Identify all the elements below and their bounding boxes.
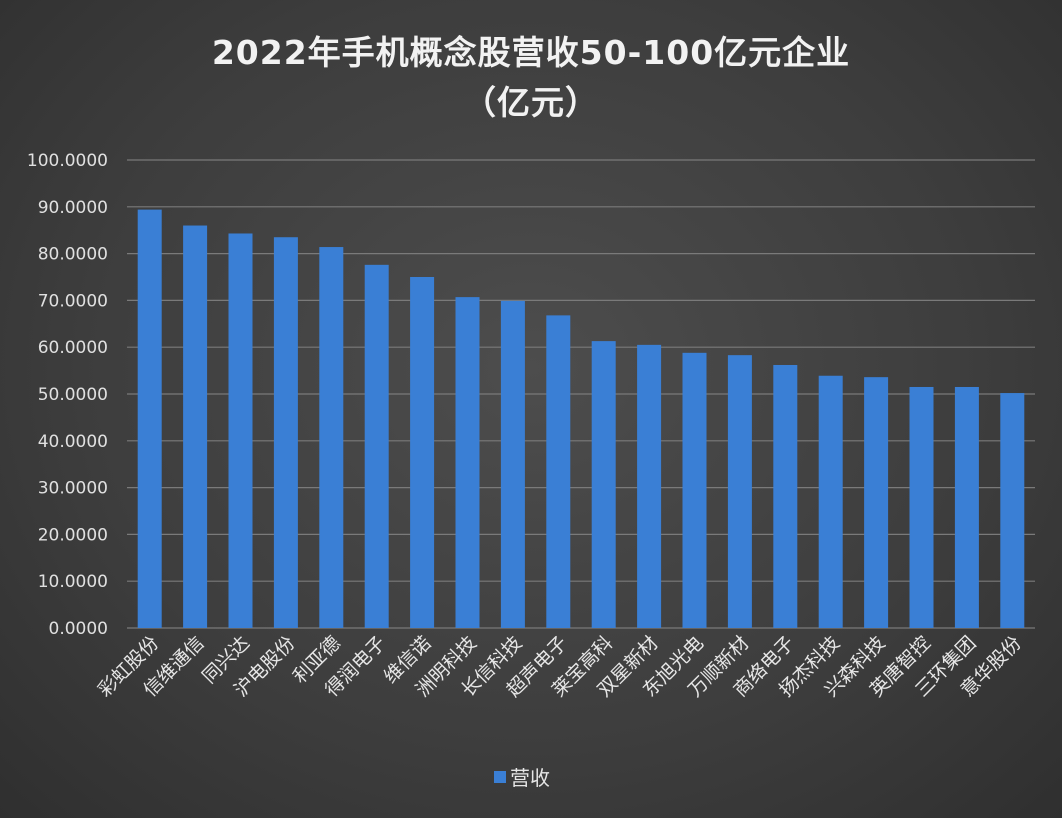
y-tick-label: 90.0000 <box>38 198 108 218</box>
y-tick-label: 0.0000 <box>49 619 108 639</box>
bar <box>546 315 571 628</box>
bar <box>591 341 616 628</box>
legend: 营收 <box>494 762 550 791</box>
legend-swatch <box>494 770 506 783</box>
bar <box>273 237 298 628</box>
y-tick-label: 70.0000 <box>38 291 108 311</box>
y-tick-label: 60.0000 <box>38 338 108 358</box>
bar <box>455 297 480 628</box>
bar <box>773 364 798 628</box>
bar <box>682 352 707 628</box>
y-tick-label: 80.0000 <box>38 245 108 265</box>
y-tick-label: 30.0000 <box>38 479 108 499</box>
y-tick-label: 10.0000 <box>38 572 108 592</box>
chart-subtitle: （亿元） <box>463 83 599 122</box>
chart-title: 2022年手机概念股营收50-100亿元企业 <box>211 33 851 72</box>
bar <box>818 375 843 628</box>
bar <box>954 386 979 628</box>
y-tick-label: 100.0000 <box>27 151 108 171</box>
y-tick-label: 20.0000 <box>38 525 108 545</box>
bar <box>1000 393 1025 628</box>
bar <box>909 386 934 628</box>
y-tick-label: 50.0000 <box>38 385 108 405</box>
bar <box>410 277 435 628</box>
bar <box>637 344 662 628</box>
y-tick-label: 40.0000 <box>38 432 108 452</box>
legend-label: 营收 <box>510 766 550 790</box>
bar <box>500 300 525 628</box>
bar <box>864 377 889 628</box>
bar <box>228 233 253 628</box>
bar <box>319 247 344 628</box>
bar <box>183 225 208 628</box>
bar <box>364 264 389 628</box>
bar <box>137 209 162 628</box>
bar <box>727 355 752 628</box>
